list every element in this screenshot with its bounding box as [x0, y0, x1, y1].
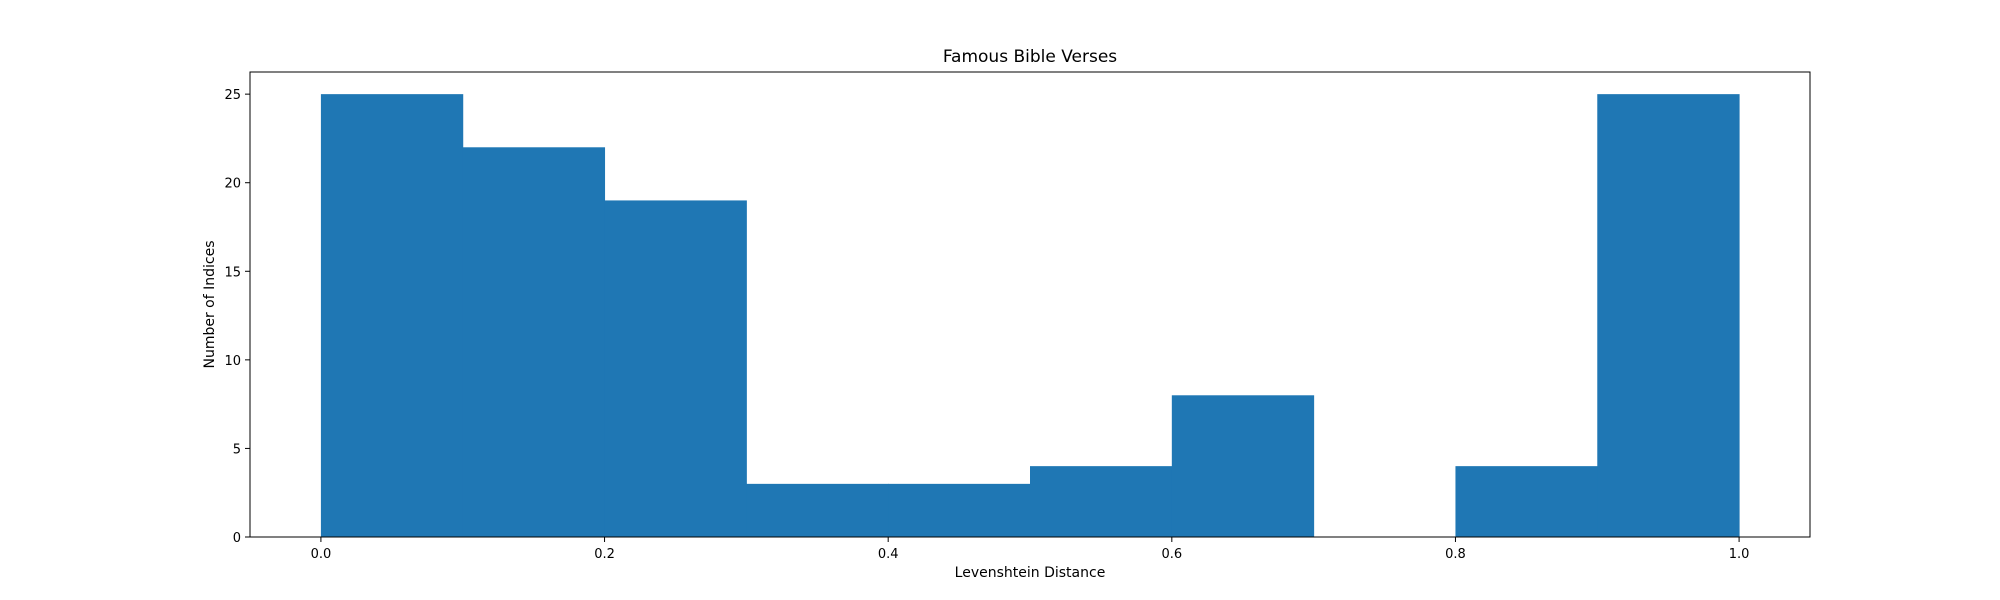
x-tick-label: 0.6: [1161, 547, 1182, 562]
histogram-bar: [1597, 94, 1740, 538]
plot-frame: [249, 71, 1811, 538]
histogram-bar: [604, 200, 747, 537]
histogram-bar: [888, 483, 1031, 537]
histogram-bar: [320, 94, 464, 538]
y-axis: 0 5 10 15 20 25: [224, 88, 250, 546]
y-tick-label: 15: [224, 265, 241, 280]
x-tick-label: 0.0: [311, 547, 332, 562]
x-axis-label: Levenshtein Distance: [955, 565, 1106, 581]
x-tick-label: 0.4: [878, 547, 899, 562]
histogram-bar: [1171, 395, 1315, 537]
y-axis-label: Number of Indices: [202, 240, 218, 368]
bars-group: [320, 94, 1740, 538]
y-tick-label: 5: [233, 442, 241, 457]
y-tick-label: 0: [233, 531, 241, 546]
histogram-bar: [462, 147, 606, 538]
x-axis: 0.0 0.2 0.4 0.6 0.8 1.0: [311, 537, 1750, 562]
chart-title: Famous Bible Verses: [943, 47, 1117, 67]
histogram-bar: [1455, 466, 1598, 537]
y-tick-label: 10: [224, 354, 241, 369]
histogram-bar: [1030, 466, 1173, 537]
y-tick-label: 25: [224, 88, 241, 103]
histogram-bar: [746, 483, 889, 537]
x-tick-label: 1.0: [1729, 547, 1750, 562]
x-tick-label: 0.2: [594, 547, 615, 562]
y-tick-label: 20: [224, 177, 241, 192]
x-tick-label: 0.8: [1445, 547, 1466, 562]
